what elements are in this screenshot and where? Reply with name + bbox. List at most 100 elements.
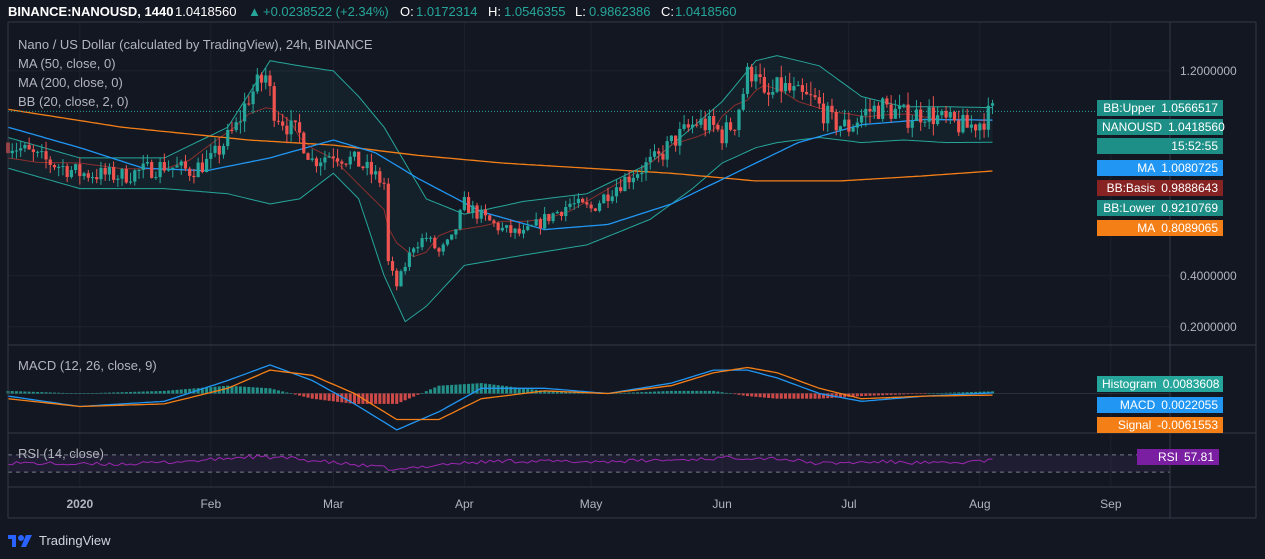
symbol-name[interactable]: BINANCE:NANOUSD, 1440 bbox=[8, 4, 174, 19]
candle-body bbox=[885, 98, 889, 105]
macd-histogram-bar bbox=[314, 393, 318, 400]
candle-body bbox=[919, 109, 923, 123]
macd-histogram-bar bbox=[496, 385, 500, 394]
candle-body bbox=[175, 165, 179, 168]
candle-body bbox=[830, 105, 834, 113]
macd-histogram-bar bbox=[691, 390, 695, 394]
macd-histogram-bar bbox=[44, 392, 48, 394]
candle-body bbox=[302, 132, 306, 154]
macd-histogram-bar bbox=[906, 393, 910, 395]
chart-title[interactable]: Nano / US Dollar (calculated by TradingV… bbox=[18, 37, 373, 52]
macd-histogram-bar bbox=[953, 392, 957, 394]
macd-histogram-bar bbox=[936, 393, 940, 394]
legend-ma50[interactable]: MA (50, close, 0) bbox=[18, 56, 116, 71]
macd-histogram-bar bbox=[678, 390, 682, 394]
time-axis-tick: 2020 bbox=[66, 497, 94, 511]
candle-body bbox=[741, 93, 745, 110]
candle-body bbox=[555, 211, 559, 214]
candle-body bbox=[209, 152, 213, 159]
macd-histogram-bar bbox=[800, 393, 804, 399]
candle-body bbox=[483, 209, 488, 216]
candle-body bbox=[386, 183, 390, 262]
candle-body bbox=[103, 167, 107, 175]
candle-body bbox=[112, 167, 116, 180]
candle-body bbox=[335, 158, 340, 162]
pane-borders bbox=[7, 21, 1257, 519]
candle-body bbox=[162, 162, 166, 171]
macd-histogram-bar bbox=[112, 392, 116, 394]
candle-body bbox=[619, 187, 623, 192]
candle-body bbox=[133, 170, 137, 182]
macd-histogram-bar bbox=[940, 392, 944, 394]
macd-histogram-bar bbox=[260, 387, 264, 394]
macd-histogram-bar bbox=[813, 393, 817, 399]
ma50-line bbox=[7, 118, 993, 231]
price-change: +0.0238522 (+2.34%) bbox=[263, 4, 389, 19]
candle-body bbox=[192, 175, 196, 178]
macd-histogram-bar bbox=[767, 393, 771, 398]
candle-body bbox=[872, 105, 876, 112]
candle-body bbox=[593, 208, 597, 211]
macd-histogram-bar bbox=[154, 391, 158, 394]
macd-histogram-bar bbox=[669, 390, 673, 394]
candle-body bbox=[521, 229, 526, 234]
candle-body bbox=[458, 210, 462, 230]
bb-area bbox=[8, 55, 993, 322]
candle-body bbox=[488, 215, 492, 221]
macd-tag-histogram: Histogram 0.0083608 bbox=[1097, 376, 1223, 392]
candle-body bbox=[627, 176, 631, 183]
macd-histogram-bar bbox=[10, 391, 14, 394]
candle-body bbox=[412, 248, 416, 253]
macd-histogram-bar bbox=[264, 388, 268, 394]
macd-histogram-bar bbox=[965, 392, 969, 394]
candle-body bbox=[40, 151, 44, 153]
macd-histogram-bar bbox=[403, 393, 407, 401]
macd-histogram-bar bbox=[52, 392, 56, 394]
macd-histogram-bar bbox=[817, 393, 821, 399]
macd-histogram-bar bbox=[627, 392, 631, 394]
candle-body bbox=[331, 156, 335, 159]
candle-body bbox=[889, 104, 893, 119]
candle-body bbox=[433, 237, 437, 249]
candle-body bbox=[196, 162, 200, 178]
candle-body bbox=[597, 203, 602, 211]
candle-body bbox=[817, 97, 821, 104]
macd-histogram-bar bbox=[724, 392, 728, 394]
candle-body bbox=[750, 66, 754, 82]
macd-histogram-bar bbox=[424, 391, 428, 394]
macd-histogram-bar bbox=[183, 389, 187, 394]
macd-histogram-bar bbox=[822, 393, 826, 399]
candle-body bbox=[606, 194, 610, 202]
macd-histogram-bar bbox=[475, 383, 479, 394]
time-axis-tick: Jul bbox=[841, 497, 857, 511]
candle-body bbox=[297, 122, 302, 133]
legend-bb[interactable]: BB (20, close, 2, 0) bbox=[18, 94, 129, 109]
macd-histogram-bar bbox=[762, 393, 766, 398]
legend-rsi[interactable]: RSI (14, close) bbox=[18, 446, 104, 461]
macd-histogram-bar bbox=[893, 393, 897, 395]
candle-body bbox=[631, 177, 635, 183]
candle-body bbox=[821, 103, 826, 124]
candle-body bbox=[572, 203, 576, 205]
tradingview-brand[interactable]: TradingView bbox=[8, 529, 111, 551]
brand-name: TradingView bbox=[39, 532, 111, 548]
candle-body bbox=[293, 120, 297, 123]
macd-histogram-bar bbox=[699, 390, 703, 394]
time-axis-tick: Jun bbox=[712, 497, 732, 511]
macd-histogram-bar bbox=[40, 392, 44, 394]
candle-body bbox=[213, 145, 217, 153]
candle-body bbox=[23, 144, 27, 149]
macd-histogram-bar bbox=[864, 393, 868, 396]
macd-histogram-bar bbox=[948, 392, 952, 394]
candle-body bbox=[475, 205, 479, 219]
legend-macd[interactable]: MACD (12, 26, close, 9) bbox=[18, 358, 157, 373]
candle-body bbox=[805, 91, 809, 95]
legend-ma200[interactable]: MA (200, close, 0) bbox=[18, 75, 123, 90]
candle-body bbox=[623, 176, 627, 192]
candle-body bbox=[585, 202, 589, 205]
macd-histogram-bar bbox=[733, 393, 737, 395]
macd-histogram-bar bbox=[851, 393, 855, 397]
macd-histogram-bar bbox=[636, 392, 640, 394]
macd-histogram-bar bbox=[188, 388, 192, 394]
